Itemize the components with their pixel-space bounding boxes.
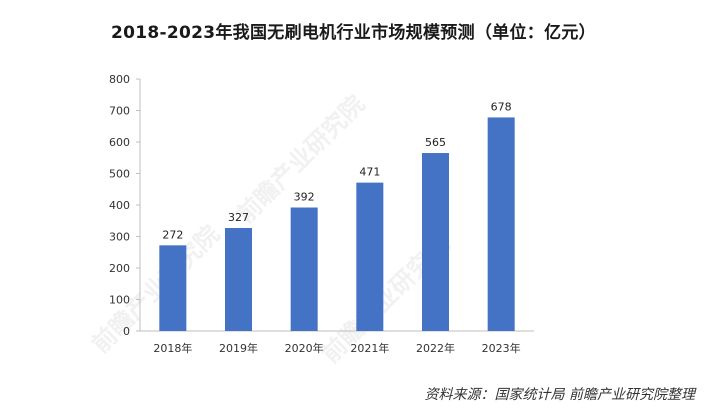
bar-4 [422, 153, 449, 331]
data-label: 565 [425, 136, 446, 149]
x-tick-label: 2018年 [153, 341, 192, 355]
x-tick-label: 2020年 [285, 341, 324, 355]
x-tick-label: 2021年 [350, 341, 389, 355]
source-note: 资料来源：国家统计局 前瞻产业研究院整理 [424, 387, 695, 403]
data-label: 272 [162, 228, 183, 241]
x-tick-label: 2019年 [219, 341, 258, 355]
y-tick-label: 400 [109, 199, 130, 212]
x-tick-label: 2022年 [416, 341, 455, 355]
data-label: 392 [294, 191, 315, 204]
y-tick-label: 600 [109, 136, 130, 149]
data-label: 471 [359, 166, 380, 179]
x-tick-label: 2023年 [482, 341, 521, 355]
bar-5 [487, 117, 515, 332]
bar-2 [290, 207, 318, 331]
data-label: 678 [491, 100, 512, 113]
data-label: 327 [228, 211, 249, 224]
y-tick-label: 700 [109, 105, 130, 118]
bar-0 [159, 245, 187, 331]
y-tick-label: 800 [109, 73, 130, 86]
y-tick-label: 100 [109, 294, 130, 307]
bar-3 [356, 182, 384, 331]
y-tick-label: 0 [123, 325, 130, 338]
y-tick-label: 300 [109, 231, 130, 244]
y-tick-label: 500 [109, 168, 130, 181]
bar-1 [225, 227, 252, 331]
y-tick-label: 200 [109, 262, 130, 275]
chart-title: 2018-2023年我国无刷电机行业市场规模预测（单位：亿元） [111, 23, 596, 43]
